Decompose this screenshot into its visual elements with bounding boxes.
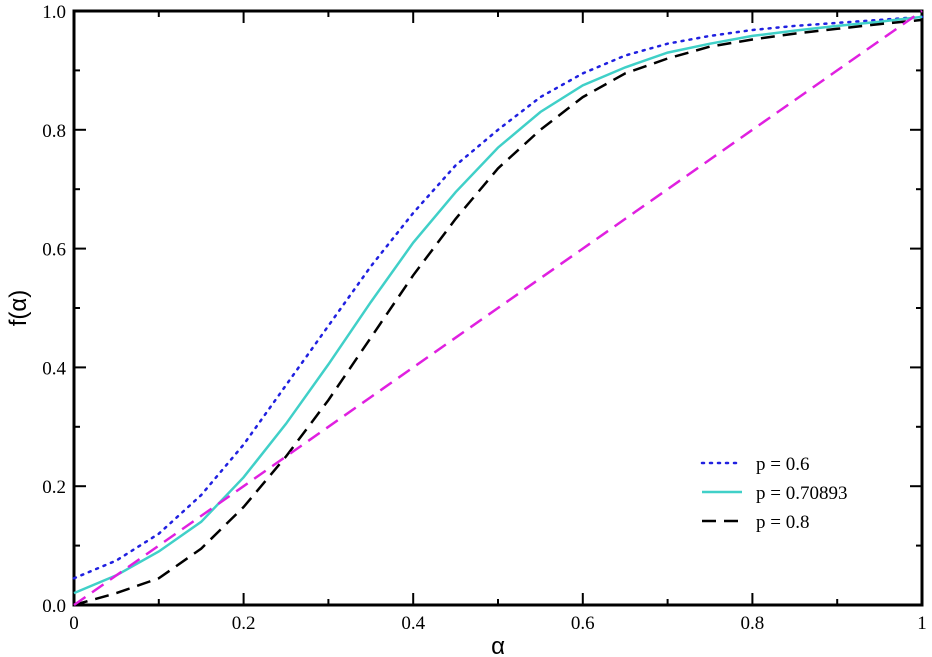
x-tick-label: 0.6 [571, 613, 595, 634]
ticks-layer: 0 0.2 0.4 0.6 0.8 1 0.0 0.2 0.4 0.6 0.8 1.0 [42, 2, 927, 634]
legend-label-1: p = 0.6 [756, 454, 809, 475]
series-line-3 [73, 18, 923, 607]
y-tick-label: 0.8 [42, 121, 66, 142]
y-tick-label: 0.6 [42, 240, 66, 261]
series-layer [72, 9, 924, 607]
y-tick-label: 0.2 [42, 477, 66, 498]
x-tick-label: 0.2 [232, 613, 256, 634]
diagonal-reference-line [73, 9, 923, 607]
legend: p = 0.6 p = 0.70893 p = 0.8 [700, 454, 847, 533]
x-tick-label: 1 [917, 613, 927, 634]
x-tick-label: 0.8 [741, 613, 765, 634]
legend-label-2: p = 0.70893 [756, 483, 847, 504]
x-tick-label: 0 [69, 613, 79, 634]
legend-label-3: p = 0.8 [756, 512, 809, 533]
y-tick-label: 0.4 [42, 358, 66, 379]
x-tick-label: 0.4 [401, 613, 425, 634]
x-axis-title: α [491, 633, 505, 657]
y-axis-title: f(α) [5, 290, 32, 327]
y-tick-label: 1.0 [42, 2, 66, 23]
series-line-1 [72, 15, 924, 580]
series-line-2 [73, 15, 923, 595]
y-tick-label: 0.0 [42, 596, 66, 617]
